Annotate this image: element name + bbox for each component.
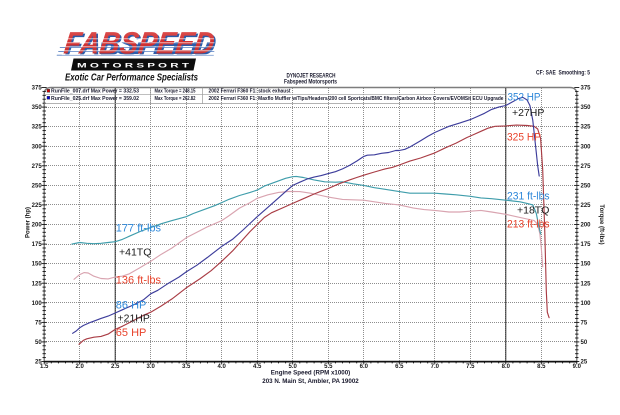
svg-text:250: 250	[581, 184, 592, 190]
svg-text:6.0: 6.0	[360, 364, 369, 370]
svg-text:DYNOJET RESEARCH: DYNOJET RESEARCH	[287, 72, 336, 79]
svg-text:352 HP: 352 HP	[508, 92, 541, 104]
svg-text:231 ft-lbs: 231 ft-lbs	[507, 191, 550, 203]
svg-text:25: 25	[581, 360, 588, 366]
svg-text:86 HP: 86 HP	[116, 300, 147, 312]
svg-text:6.5: 6.5	[395, 364, 404, 370]
svg-text:5.5: 5.5	[324, 364, 333, 370]
svg-text:+21HP: +21HP	[118, 313, 150, 325]
svg-text:4.5: 4.5	[253, 364, 262, 370]
svg-text:2002 Ferrari F360 F1: stock ex: 2002 Ferrari F360 F1: stock exhaust	[209, 89, 291, 95]
svg-text:Fabspeed Motorsports: Fabspeed Motorsports	[284, 79, 337, 86]
svg-text:+27HP: +27HP	[512, 107, 544, 119]
svg-text:50: 50	[581, 340, 588, 346]
svg-text:225: 225	[581, 203, 592, 209]
svg-text:65 HP: 65 HP	[116, 327, 147, 339]
svg-text:125: 125	[581, 281, 592, 287]
svg-text:Torque (ft-lbs): Torque (ft-lbs)	[598, 204, 604, 244]
svg-text:RunFile_007.drf Max Power = 33: RunFile_007.drf Max Power = 332.53	[51, 89, 140, 95]
svg-text:RunFile_025.drf Max Power = 35: RunFile_025.drf Max Power = 359.02	[51, 96, 140, 102]
svg-text:200: 200	[581, 223, 592, 229]
svg-text:200: 200	[32, 223, 43, 229]
svg-text:350: 350	[32, 105, 43, 111]
svg-text:Power (hp): Power (hp)	[25, 207, 31, 238]
svg-text:177 ft-lbs: 177 ft-lbs	[116, 223, 162, 235]
svg-text:375: 375	[32, 86, 43, 92]
svg-text:75: 75	[35, 321, 42, 327]
svg-text:300: 300	[32, 144, 43, 150]
svg-text:325: 325	[32, 125, 43, 131]
svg-text:+18TQ: +18TQ	[517, 204, 549, 216]
svg-text:350: 350	[581, 105, 592, 111]
svg-text:150: 150	[32, 262, 43, 268]
svg-text:Exotic Car Performance Special: Exotic Car Performance Specialists	[65, 72, 198, 83]
svg-text:4.0: 4.0	[218, 364, 227, 370]
svg-text:+41TQ: +41TQ	[119, 246, 151, 258]
svg-text:50: 50	[35, 340, 42, 346]
svg-text:325 HP: 325 HP	[507, 132, 541, 144]
svg-text:2.5: 2.5	[111, 364, 120, 370]
svg-text:3.0: 3.0	[147, 364, 156, 370]
svg-text:175: 175	[581, 242, 592, 248]
svg-text:275: 275	[581, 164, 592, 170]
svg-text:FABSPEED: FABSPEED	[59, 26, 214, 61]
svg-text:275: 275	[32, 164, 43, 170]
svg-text:150: 150	[581, 262, 592, 268]
svg-text:8.0: 8.0	[502, 364, 511, 370]
svg-text:225: 225	[32, 203, 43, 209]
svg-text:9.0: 9.0	[573, 364, 582, 370]
svg-text:7.5: 7.5	[466, 364, 475, 370]
svg-text:213 ft-lbs: 213 ft-lbs	[507, 219, 550, 231]
svg-text:1.5: 1.5	[40, 364, 49, 370]
svg-text:300: 300	[581, 144, 592, 150]
svg-text:3.5: 3.5	[182, 364, 191, 370]
svg-text:100: 100	[32, 301, 43, 307]
svg-text:2.0: 2.0	[76, 364, 85, 370]
svg-text:175: 175	[32, 242, 43, 248]
svg-text:Max Torque = 262.82: Max Torque = 262.82	[155, 96, 197, 102]
svg-text:136 ft-lbs: 136 ft-lbs	[116, 275, 162, 287]
svg-text:250: 250	[32, 184, 43, 190]
svg-text:375: 375	[581, 86, 592, 92]
svg-text:5.0: 5.0	[289, 364, 298, 370]
svg-text:7.0: 7.0	[431, 364, 440, 370]
svg-text:M O T O R S P O R T: M O T O R S P O R T	[77, 62, 189, 69]
svg-text:203 N. Main St, Ambler, PA 190: 203 N. Main St, Ambler, PA 19002	[262, 378, 359, 385]
svg-text:Engine Speed (RPM x1000): Engine Speed (RPM x1000)	[271, 369, 350, 376]
svg-text:125: 125	[32, 281, 43, 287]
svg-text:2002 Ferrari F360 F1: Maxflo M: 2002 Ferrari F360 F1: Maxflo Muffler w/T…	[209, 96, 505, 102]
svg-text:CF: SAE Smoothing: 5: CF: SAE Smoothing: 5	[536, 70, 590, 77]
svg-text:FABSPEED: FABSPEED	[64, 27, 219, 62]
svg-text:75: 75	[581, 321, 588, 327]
svg-text:Max Torque = 248.15: Max Torque = 248.15	[155, 89, 197, 95]
svg-text:25: 25	[35, 360, 42, 366]
svg-text:100: 100	[581, 301, 592, 307]
svg-text:325: 325	[581, 125, 592, 131]
svg-text:8.5: 8.5	[537, 364, 546, 370]
